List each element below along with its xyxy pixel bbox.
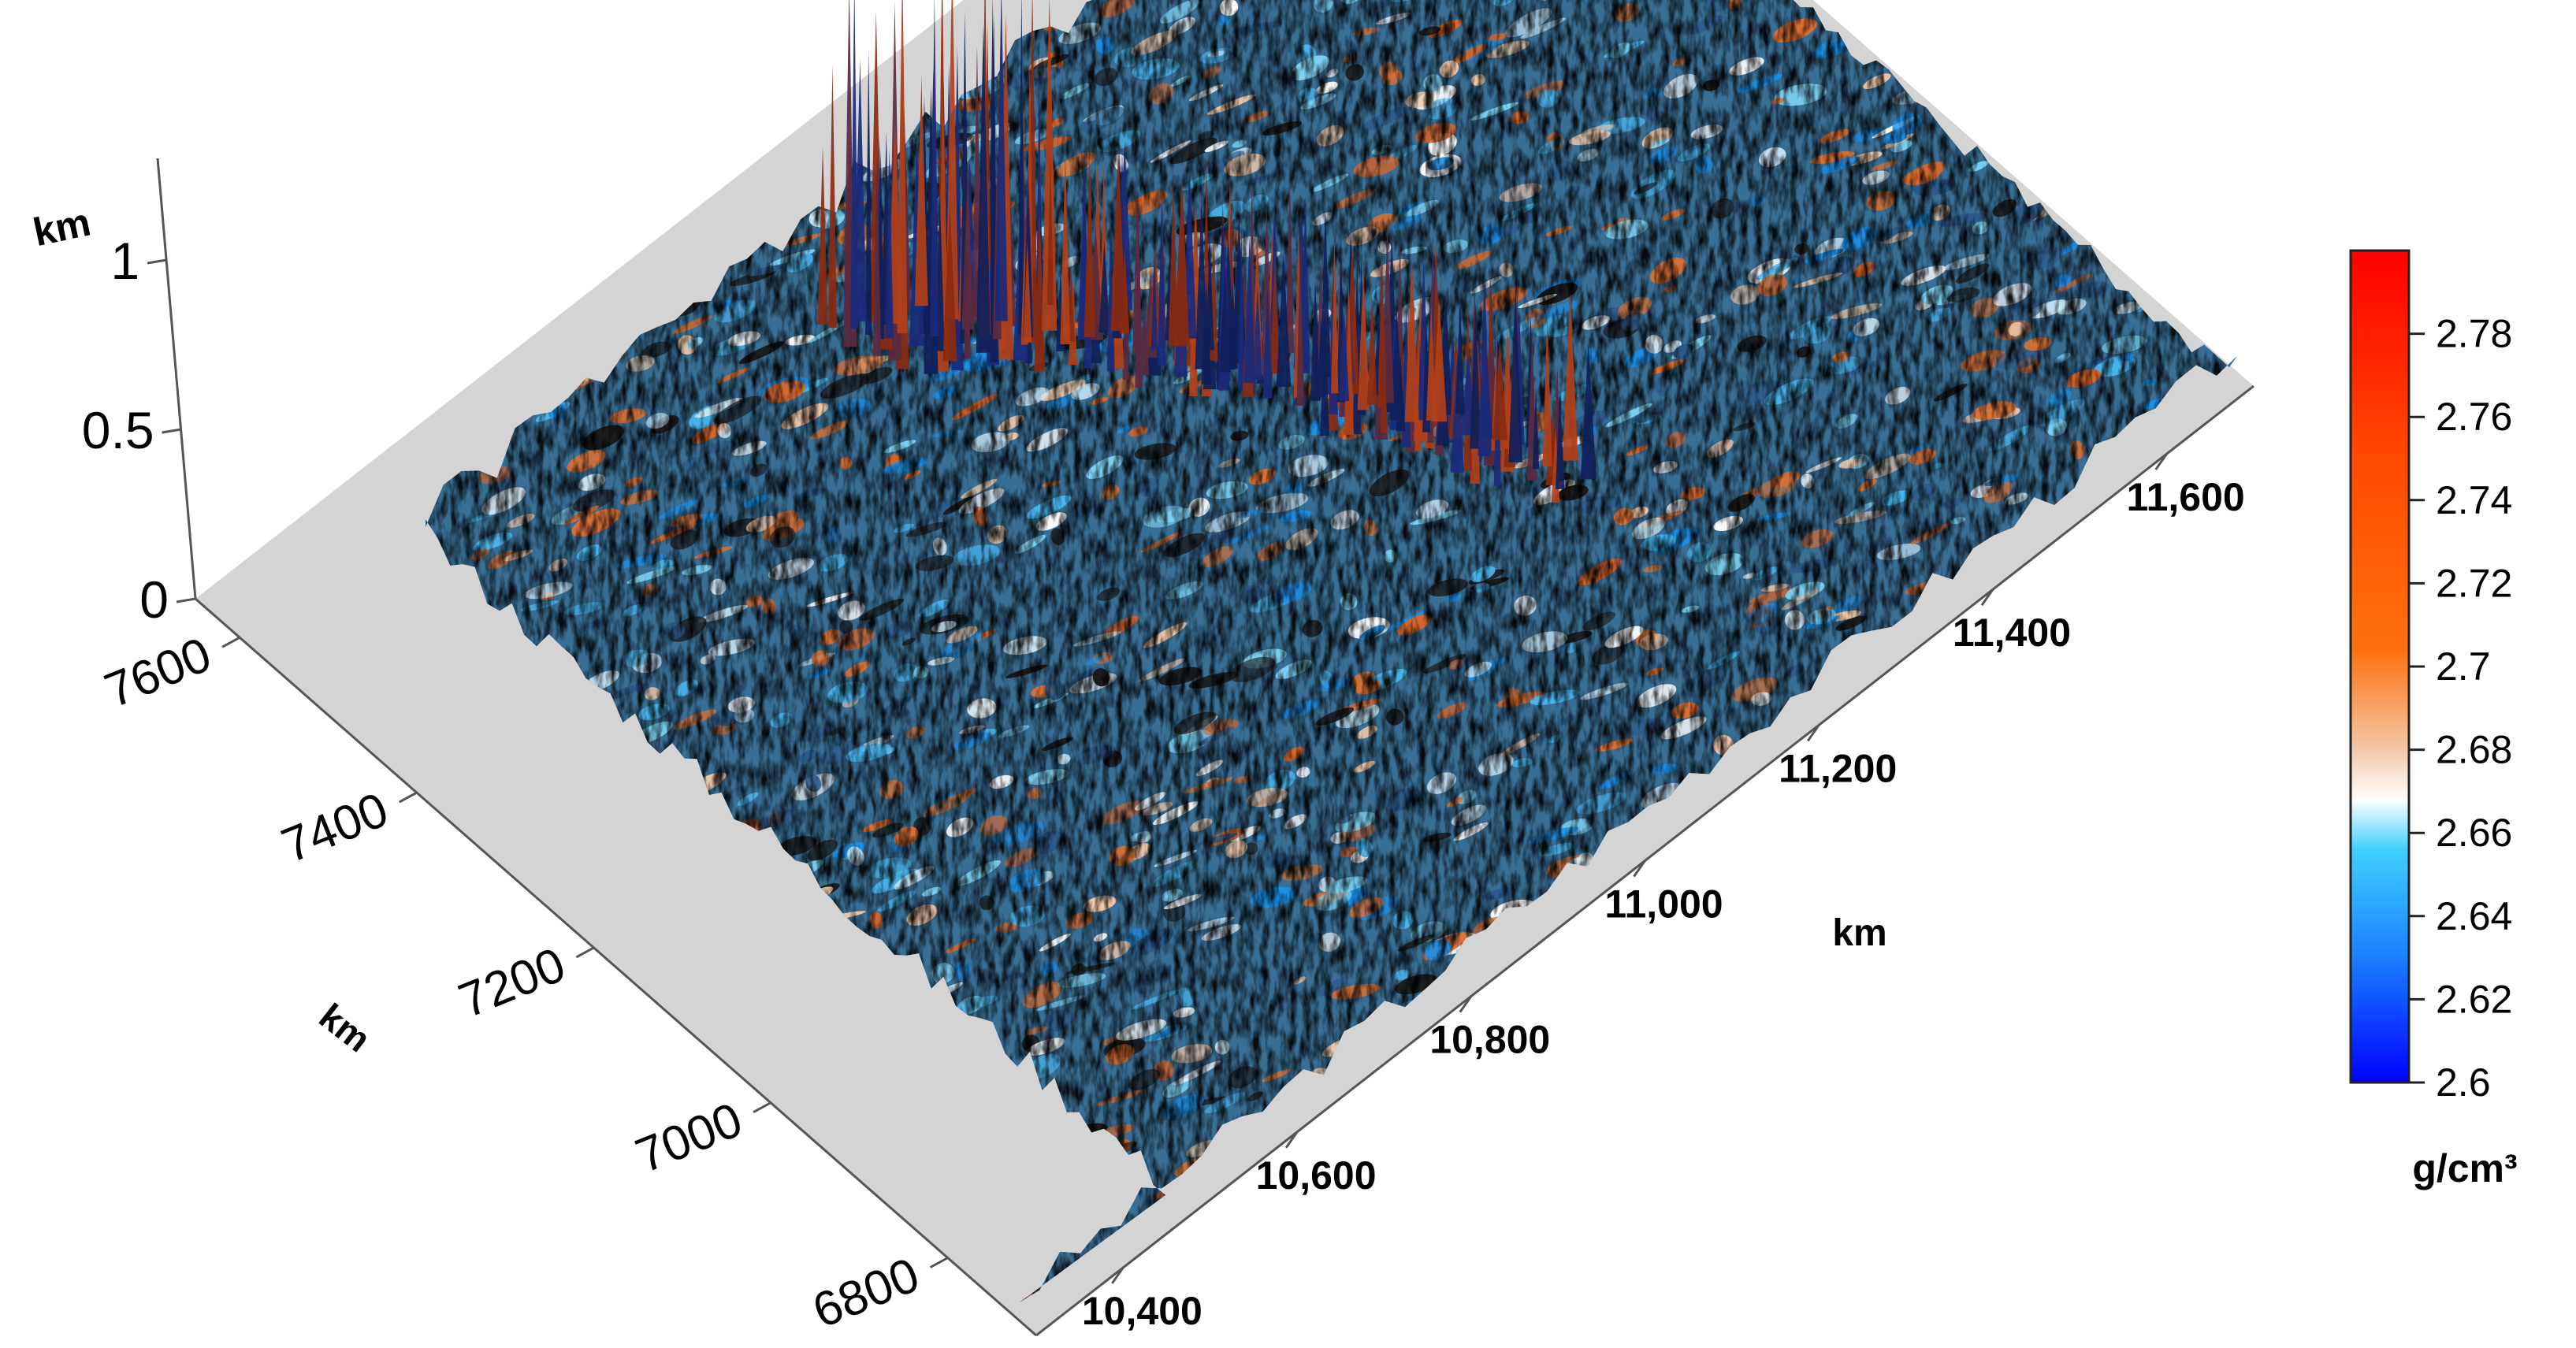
z-tick-label: 1 (110, 232, 139, 290)
z-tick-label: 0.5 (82, 401, 154, 459)
y-tick-label: 11,000 (1604, 882, 1723, 927)
colorbar-tick-label: 2.78 (2436, 312, 2512, 356)
y-tick-label: 10,400 (1082, 1289, 1203, 1333)
colorbar-tick-label: 2.66 (2436, 811, 2512, 855)
z-tick-label: 0 (139, 570, 169, 629)
x-tick-label: 6800 (805, 1248, 927, 1339)
y-tick-label: 11,200 (1779, 746, 1897, 790)
colorbar-tick-label: 2.7 (2436, 644, 2491, 689)
colorbar-tick-label: 2.64 (2436, 894, 2512, 938)
z-axis-ticks: 00.51 (82, 232, 196, 629)
colorbar-tick-label: 2.74 (2436, 478, 2512, 522)
x-tick-label: 7000 (629, 1093, 750, 1184)
colorbar: 2.6 2.62 2.64 2.66 2.68 2.7 2.72 2.74 2.76 2.78 g… (2349, 249, 2518, 1190)
colorbar-ticks: 2.6 2.62 2.64 2.66 2.68 2.7 2.72 2.74 2.76 2.78 (2409, 312, 2512, 1105)
y-axis-title: km (1832, 912, 1886, 954)
z-axis-title: km (29, 199, 94, 254)
y-tick-label: 11,400 (1953, 611, 2071, 655)
colorbar-unit-label: g/cm³ (2412, 1146, 2517, 1190)
y-tick-label: 10,800 (1429, 1018, 1550, 1062)
colorbar-tick-label: 2.62 (2436, 977, 2512, 1021)
colorbar-tick-label: 2.72 (2436, 561, 2512, 605)
x-tick-label: 7200 (452, 938, 573, 1029)
y-tick-label: 10,600 (1256, 1153, 1377, 1198)
surface-spikes (817, 0, 1597, 503)
y-axis-ticks: 10,400 10,600 10,800 11,000 11,200 11,400 11,6… (1082, 453, 2245, 1333)
x-tick-label: 7400 (274, 782, 396, 874)
colorbar-tick-label: 2.76 (2436, 395, 2512, 439)
x-axis-title: km (312, 995, 378, 1060)
x-tick-label: 7600 (98, 627, 219, 719)
y-tick-label: 11,600 (2127, 475, 2245, 519)
colorbar-tick-label: 2.6 (2436, 1060, 2491, 1105)
colorbar-tick-label: 2.68 (2436, 728, 2512, 772)
colorbar-gradient (2349, 249, 2411, 1084)
